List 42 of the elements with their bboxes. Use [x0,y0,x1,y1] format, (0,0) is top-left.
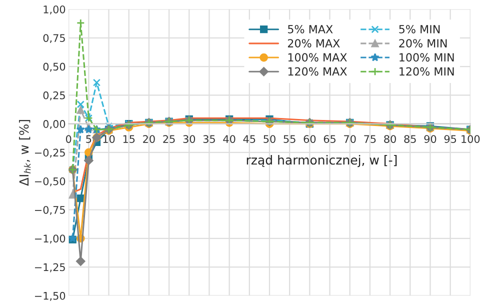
legend-label: 20% MAX [288,39,340,48]
y-tick-label: 1,00 [44,5,66,14]
x-tick-label: 20 [143,135,155,143]
x-tick-label: 15 [123,135,135,143]
x-tick-label: 50 [264,135,276,143]
x-axis-title: rząd harmonicznej, w [-] [246,155,397,168]
y-tick-label: −0,25 [35,148,65,158]
x-tick-label: 80 [384,135,396,143]
y-tick-label: 0,50 [43,62,66,72]
legend-label: 120% MAX [288,67,347,76]
legend-label: 100% MIN [400,53,454,62]
x-tick-label: 40 [223,135,236,143]
y-tick-label: −1,50 [35,292,66,301]
x-tick-label: 90 [424,135,436,143]
legend-label: 20% MIN [399,39,447,48]
x-tick-label: 10 [103,135,115,143]
x-tick-label: 75 [364,135,376,143]
y-tick-label: −0,75 [35,206,65,215]
x-tick-label: 70 [344,135,356,143]
x-tick-label: 25 [163,135,175,143]
x-tick-label: 100 [462,135,480,143]
x-tick-label: 45 [243,135,256,143]
y-tick-label: 0,75 [43,34,65,44]
y-tick-label: −1,00 [35,234,66,244]
x-tick-label: 35 [203,135,215,143]
x-tick-label: 0 [66,135,72,143]
legend-label: 120% MIN [400,67,454,76]
x-tick-label: 55 [284,135,296,143]
legend-label: 5% MAX [288,24,333,34]
x-tick-label: 65 [324,135,336,143]
x-tick-label: 95 [444,135,456,143]
y-axis-title: ΔI$_{hk}$, w [%] [19,120,31,186]
y-tick-label: −1,25 [35,263,65,272]
legend-label: 5% MIN [399,24,440,34]
y-tick-label: −0,50 [35,177,66,186]
y-tick-label: 0,25 [43,91,65,100]
legend-label: 100% MAX [288,53,347,62]
y-tick-label: 0,00 [43,120,66,129]
x-tick-label: 30 [183,135,196,143]
x-tick-label: 5 [86,135,92,143]
x-tick-label: 85 [404,135,416,143]
x-tick-label: 60 [304,135,316,143]
